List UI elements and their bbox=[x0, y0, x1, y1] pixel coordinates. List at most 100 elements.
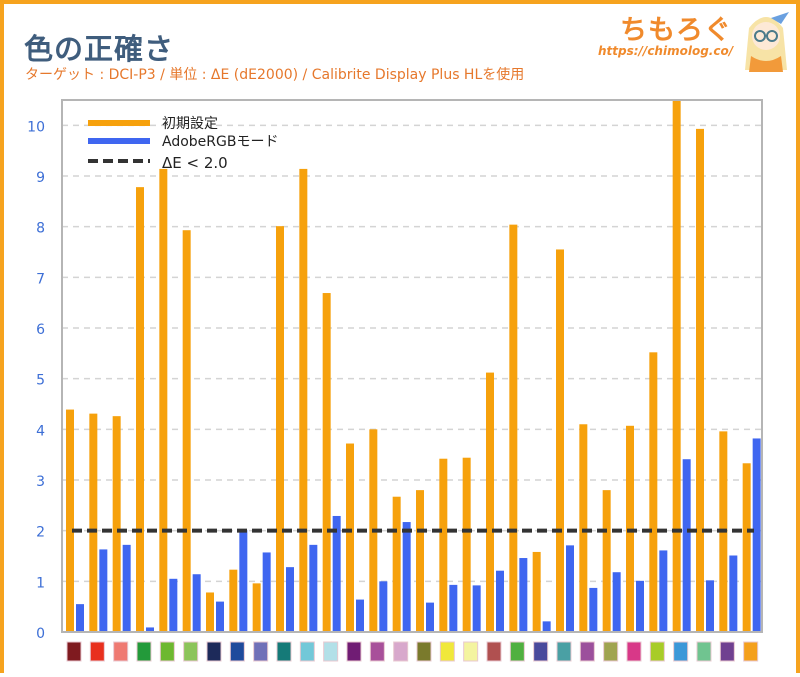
y-tick-label: 5 bbox=[36, 373, 45, 389]
y-tick-label: 9 bbox=[36, 170, 45, 186]
site-logo[interactable]: ちもろぐ https://chimolog.co/ bbox=[598, 6, 793, 76]
bar-initial bbox=[276, 226, 284, 632]
color-swatch bbox=[649, 641, 665, 662]
bar-initial bbox=[206, 592, 214, 632]
page-title: 色の正確さ bbox=[24, 32, 175, 66]
bar-adobergb bbox=[636, 580, 644, 632]
color-swatch bbox=[346, 641, 362, 662]
bar-adobergb bbox=[589, 587, 598, 632]
bar-initial bbox=[579, 424, 588, 632]
bar-adobergb bbox=[99, 549, 108, 632]
legend-label-initial: 初期設定 bbox=[162, 115, 218, 132]
color-swatch bbox=[113, 641, 129, 662]
color-swatch bbox=[229, 641, 245, 662]
bar-adobergb bbox=[612, 572, 621, 632]
bar-adobergb bbox=[309, 544, 318, 632]
bar-initial bbox=[462, 457, 471, 632]
color-swatch bbox=[183, 641, 199, 662]
y-tick-label: 7 bbox=[36, 271, 45, 287]
bar-initial bbox=[299, 168, 308, 632]
bar-initial bbox=[696, 128, 704, 632]
y-tick-label: 2 bbox=[36, 525, 45, 541]
bar-initial bbox=[416, 490, 424, 632]
color-swatch bbox=[626, 641, 642, 662]
bar-adobergb bbox=[76, 604, 84, 632]
bar-adobergb bbox=[729, 555, 738, 632]
color-swatch bbox=[66, 641, 82, 662]
color-swatch bbox=[486, 641, 502, 662]
color-swatch bbox=[416, 641, 432, 662]
y-tick-label: 10 bbox=[27, 119, 45, 135]
bar-adobergb bbox=[332, 515, 341, 632]
color-swatch bbox=[509, 641, 525, 662]
bar-initial bbox=[89, 413, 98, 632]
color-swatch bbox=[369, 641, 385, 662]
bar-adobergb bbox=[239, 530, 248, 632]
color-swatch bbox=[673, 641, 689, 662]
bar-adobergb bbox=[752, 438, 761, 632]
bar-adobergb bbox=[216, 601, 224, 632]
bar-initial bbox=[346, 443, 354, 632]
bar-initial bbox=[602, 490, 611, 632]
bar-initial bbox=[322, 293, 331, 632]
bar-adobergb bbox=[682, 459, 691, 632]
bar-adobergb bbox=[402, 522, 411, 632]
bar-adobergb bbox=[169, 578, 178, 632]
color-swatch bbox=[136, 641, 152, 662]
bar-adobergb bbox=[566, 545, 574, 632]
y-tick-label: 0 bbox=[36, 626, 45, 642]
bar-initial bbox=[392, 496, 401, 632]
color-swatch bbox=[253, 641, 269, 662]
color-swatch bbox=[299, 641, 315, 662]
bar-initial bbox=[672, 100, 681, 632]
bar-initial bbox=[532, 551, 541, 632]
color-swatch bbox=[439, 641, 455, 662]
bar-initial bbox=[66, 409, 74, 632]
subtitle: ターゲット : DCI-P3 / 単位 : ΔE (dE2000) / Cali… bbox=[25, 67, 525, 83]
bar-adobergb bbox=[356, 599, 364, 632]
color-swatch bbox=[719, 641, 735, 662]
color-swatch bbox=[743, 641, 759, 662]
color-swatch bbox=[89, 641, 105, 662]
bar-initial bbox=[649, 352, 658, 632]
bar-initial bbox=[486, 372, 494, 632]
bar-adobergb bbox=[519, 558, 528, 632]
bar-adobergb bbox=[122, 544, 131, 632]
mascot-icon bbox=[745, 12, 789, 72]
logo-url[interactable]: https://chimolog.co/ bbox=[598, 44, 734, 58]
color-swatch bbox=[276, 641, 292, 662]
bar-initial bbox=[742, 463, 751, 632]
bar-initial bbox=[439, 458, 448, 632]
bar-adobergb bbox=[496, 570, 504, 632]
bar-adobergb bbox=[426, 602, 434, 632]
y-tick-label: 1 bbox=[36, 575, 45, 591]
color-swatch bbox=[579, 641, 595, 662]
color-swatch bbox=[463, 641, 479, 662]
color-swatch bbox=[556, 641, 572, 662]
y-tick-label: 6 bbox=[36, 322, 45, 338]
bar-initial bbox=[136, 187, 144, 632]
bar-adobergb bbox=[146, 627, 154, 632]
bar-initial bbox=[112, 416, 121, 632]
bar-adobergb bbox=[472, 585, 481, 632]
bar-adobergb bbox=[706, 580, 714, 632]
color-swatch bbox=[696, 641, 712, 662]
bar-adobergb bbox=[379, 581, 388, 632]
color-swatch bbox=[206, 641, 222, 662]
bar-initial bbox=[252, 583, 261, 632]
y-tick-label: 4 bbox=[36, 423, 45, 439]
color-swatch bbox=[323, 641, 339, 662]
legend-label-adobergb: AdobeRGBモード bbox=[162, 134, 278, 150]
bar-adobergb bbox=[449, 584, 458, 632]
bar-initial bbox=[159, 168, 168, 632]
color-swatch bbox=[159, 641, 175, 662]
bar-adobergb bbox=[286, 567, 294, 632]
color-swatch bbox=[533, 641, 549, 662]
legend-label-threshold: ΔE < 2.0 bbox=[162, 154, 228, 172]
bar-initial bbox=[182, 230, 191, 633]
bar-initial bbox=[509, 224, 518, 632]
bar-initial bbox=[229, 569, 238, 632]
y-tick-label: 8 bbox=[36, 221, 45, 237]
bar-initial bbox=[556, 249, 564, 632]
